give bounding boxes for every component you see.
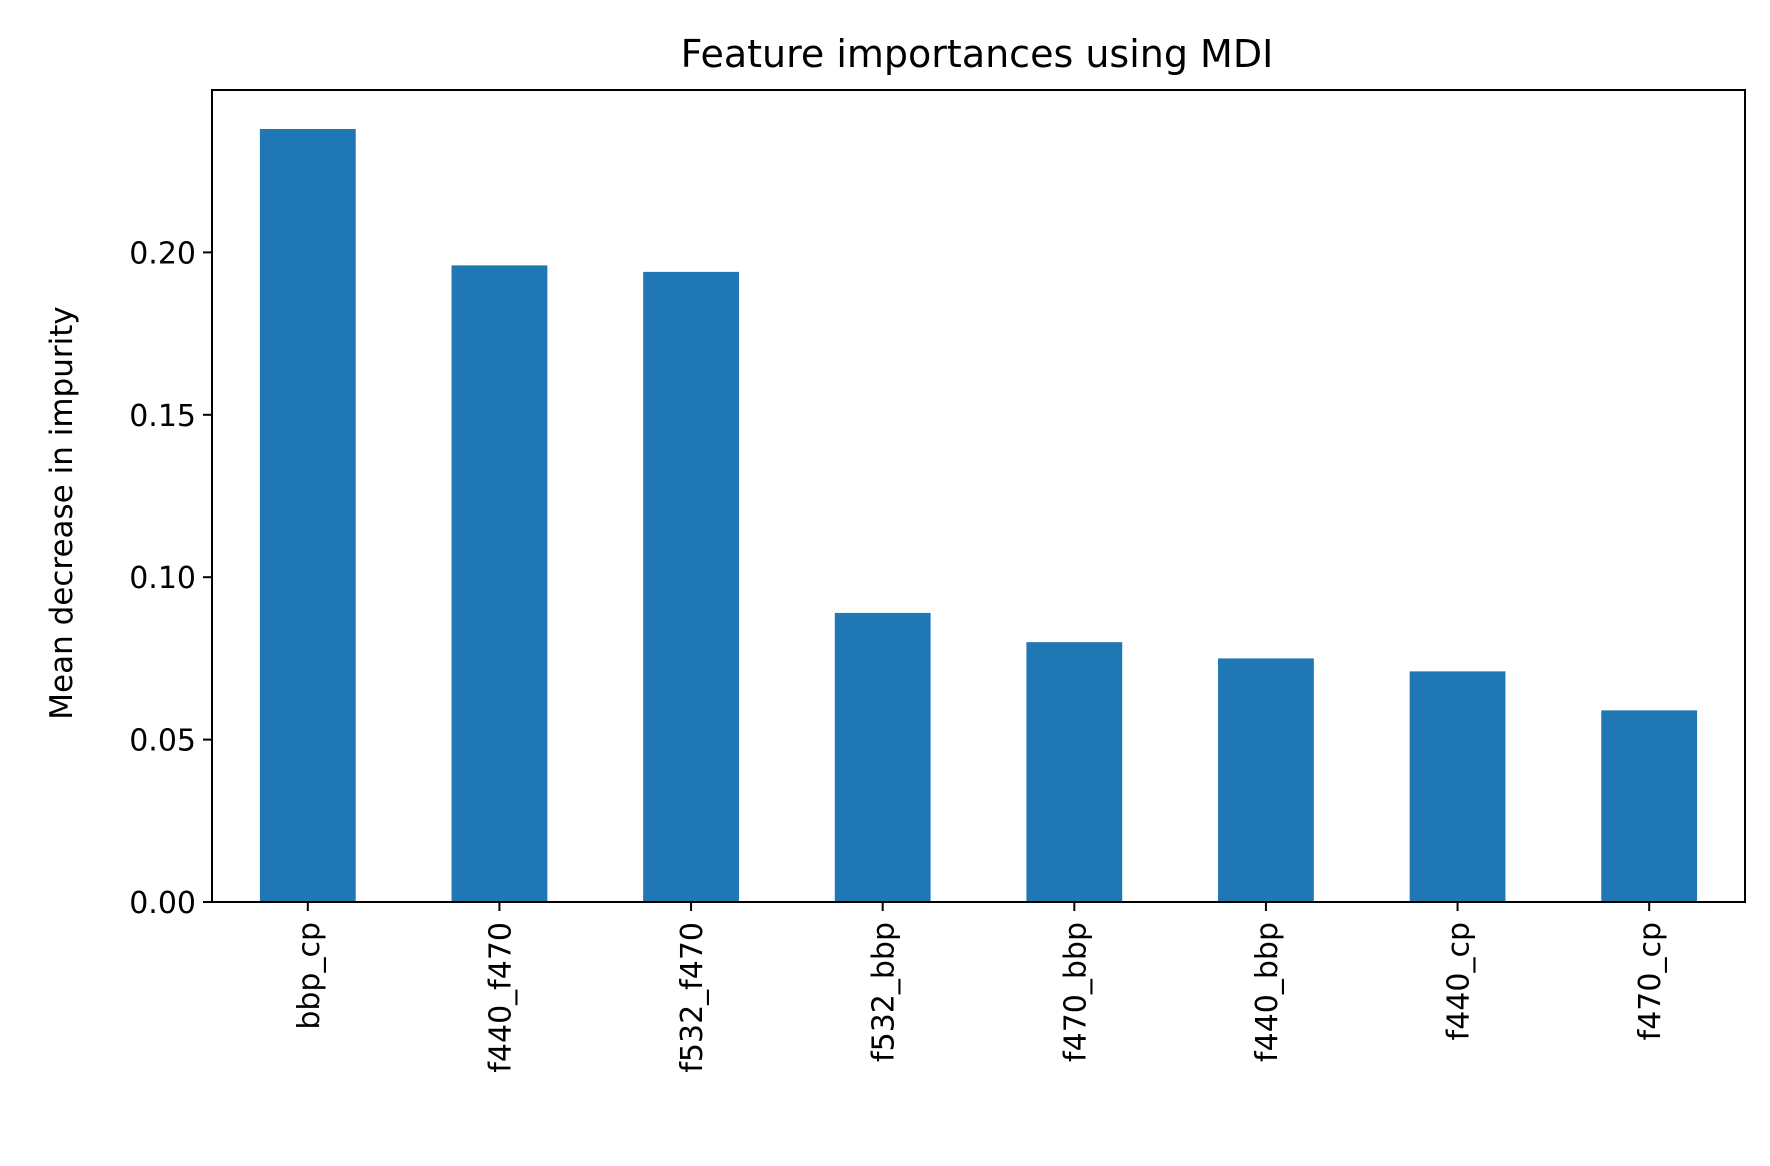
- y-tick-label: 0.20: [129, 236, 196, 271]
- x-tick-label: f470_cp: [1633, 922, 1668, 1040]
- bar-f532_f470: [643, 271, 739, 902]
- x-tick-label: f440_cp: [1442, 922, 1477, 1040]
- bars-group: [259, 128, 1698, 903]
- plot-frame: [211, 89, 1746, 903]
- x-tick-label: f470_bbp: [1058, 922, 1093, 1062]
- x-tick-label: f440_bbp: [1250, 922, 1285, 1062]
- chart-title: Feature importances using MDI: [681, 32, 1274, 76]
- y-tick-label: 0.15: [129, 399, 196, 434]
- y-tick-label: 0.05: [129, 724, 196, 759]
- bar-f532_bbp: [834, 612, 931, 902]
- x-tick-label: f532_bbp: [867, 922, 902, 1062]
- y-axis-ticks: 0.00 0.05 0.10 0.15 0.20: [129, 236, 212, 921]
- y-tick-label: 0.00: [129, 886, 196, 921]
- bar-f440_f470: [451, 265, 548, 903]
- bar-f440_cp: [1409, 671, 1506, 902]
- y-axis-label: Mean decrease in impurity: [44, 306, 80, 719]
- bar-f470_cp: [1601, 710, 1698, 902]
- x-tick-label: f532_f470: [675, 922, 710, 1073]
- x-tick-label: f440_f470: [483, 922, 518, 1073]
- x-tick-label: bbp_cp: [292, 922, 327, 1030]
- bar-bbp_cp: [259, 128, 356, 902]
- x-axis-ticks: bbp_cp f440_f470 f532_f470 f532_bbp f470_bbp…: [292, 902, 1668, 1073]
- bar-f470_bbp: [1026, 642, 1123, 902]
- y-tick-label: 0.10: [129, 561, 196, 596]
- bar-f440_bbp: [1218, 658, 1314, 902]
